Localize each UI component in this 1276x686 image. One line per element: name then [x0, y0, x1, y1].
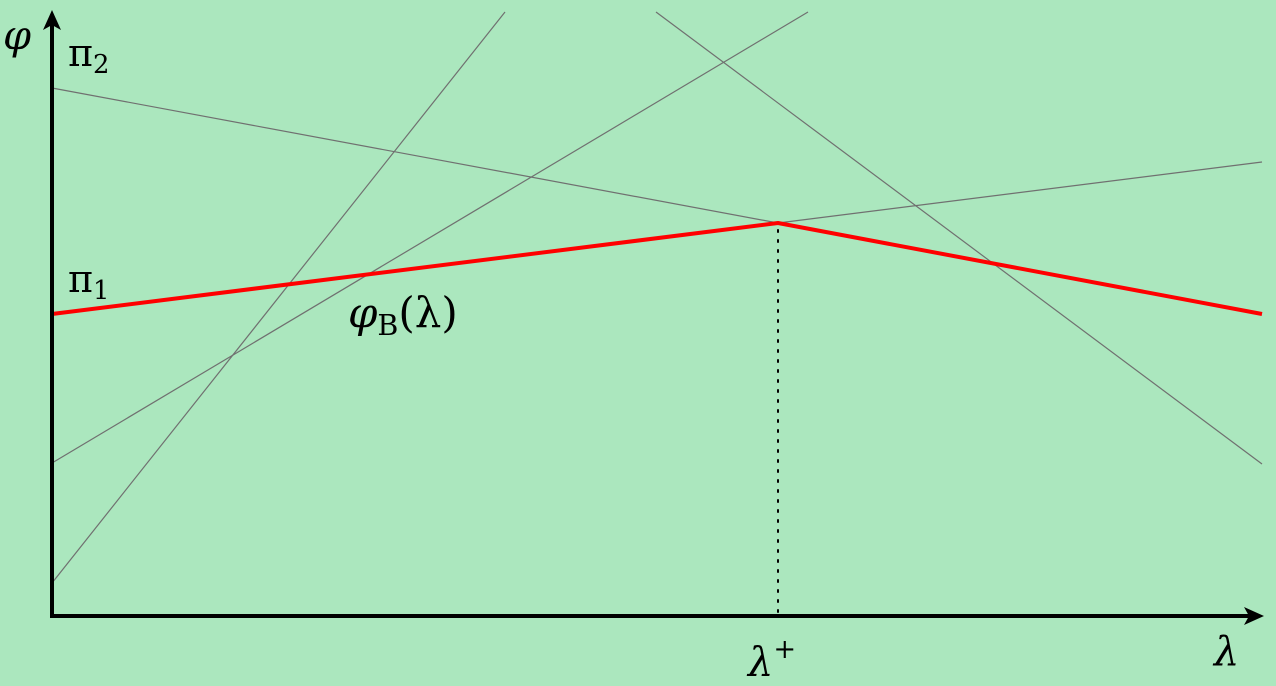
thin-line-pi1-ascending — [777, 161, 1263, 224]
curve-argument: (λ) — [398, 288, 458, 337]
pi1-symbol: π — [68, 257, 93, 301]
curve-symbol: φ — [348, 288, 378, 337]
envelope-curve — [51, 221, 1263, 316]
pi1-subscript: 1 — [92, 276, 110, 307]
pi2-subscript: 2 — [92, 50, 110, 81]
curve-label: φB(λ) — [348, 292, 458, 340]
y-axis-arrowhead — [43, 10, 61, 30]
thin-line-pi2-descending — [51, 87, 779, 224]
curve-subscript: B — [377, 307, 399, 342]
thin-line-moderate — [51, 11, 809, 464]
thin-line-descending-right — [655, 11, 1263, 465]
x-axis-label: λ — [1214, 629, 1240, 675]
pi2-label: π2 — [68, 34, 109, 79]
breakpoint-superscript: + — [773, 634, 797, 665]
thin-line-steep — [51, 11, 506, 584]
x-axis-arrowhead — [1244, 607, 1264, 625]
breakpoint-label: λ+ — [748, 636, 796, 683]
pi2-symbol: π — [68, 31, 93, 75]
y-axis-label: φ — [3, 13, 32, 59]
breakpoint-symbol: λ — [748, 639, 774, 686]
pi1-label: π1 — [68, 260, 109, 305]
